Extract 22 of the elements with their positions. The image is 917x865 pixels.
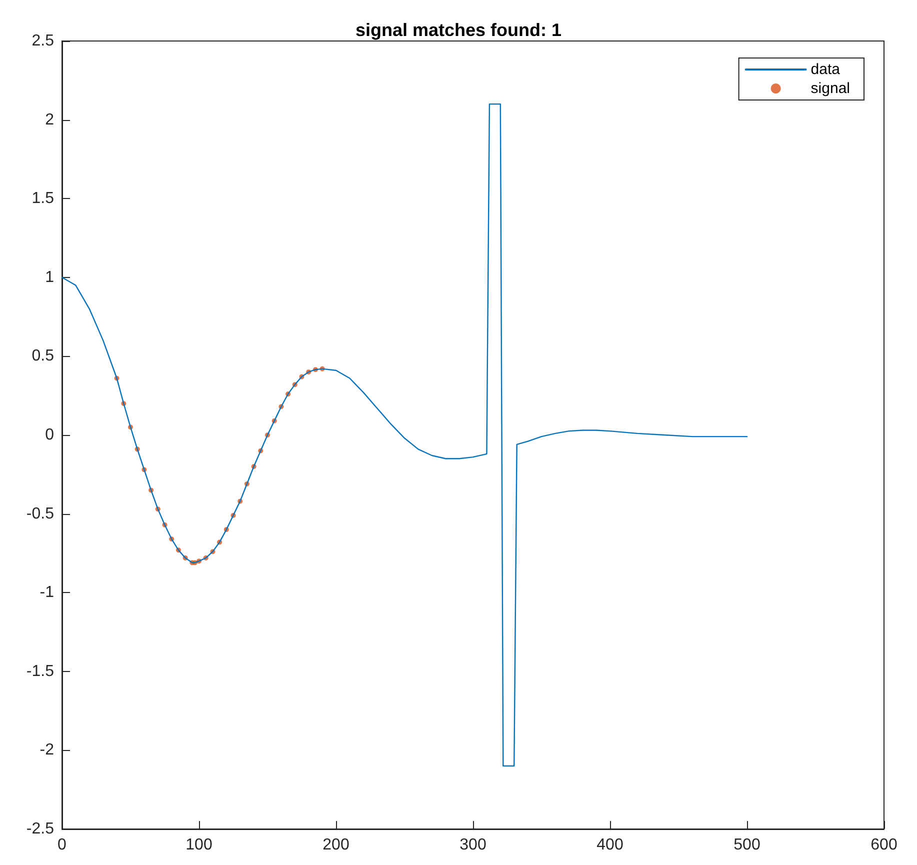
x-tick-label: 0 — [58, 836, 67, 854]
y-tick-label: -0.5 — [26, 505, 54, 522]
line-series — [61, 103, 748, 767]
legend-label: signal — [810, 80, 850, 97]
y-tick-label: -1 — [40, 584, 54, 602]
y-tick-label: -2 — [40, 742, 54, 759]
y-tick-label: 1 — [45, 268, 54, 286]
y-tick-label: -2.5 — [26, 820, 54, 838]
x-tick-label: 100 — [186, 836, 212, 854]
y-tick-label: 0 — [45, 426, 54, 444]
x-tick-label: 200 — [322, 836, 350, 854]
x-tick-label: 600 — [870, 836, 898, 854]
x-tick-label: 400 — [596, 836, 624, 854]
legend-label: data — [810, 61, 841, 78]
x-tick-label: 500 — [734, 836, 760, 854]
y-tick-label: 2 — [45, 111, 54, 128]
y-tick-label: 2.5 — [32, 32, 54, 50]
y-tick-label: 0.5 — [32, 348, 54, 365]
y-tick-label: 1.5 — [32, 190, 54, 208]
y-tick-label: -1.5 — [26, 662, 54, 680]
x-tick-label: 300 — [460, 836, 486, 854]
chart-title: signal matches found: 1 — [355, 20, 562, 40]
